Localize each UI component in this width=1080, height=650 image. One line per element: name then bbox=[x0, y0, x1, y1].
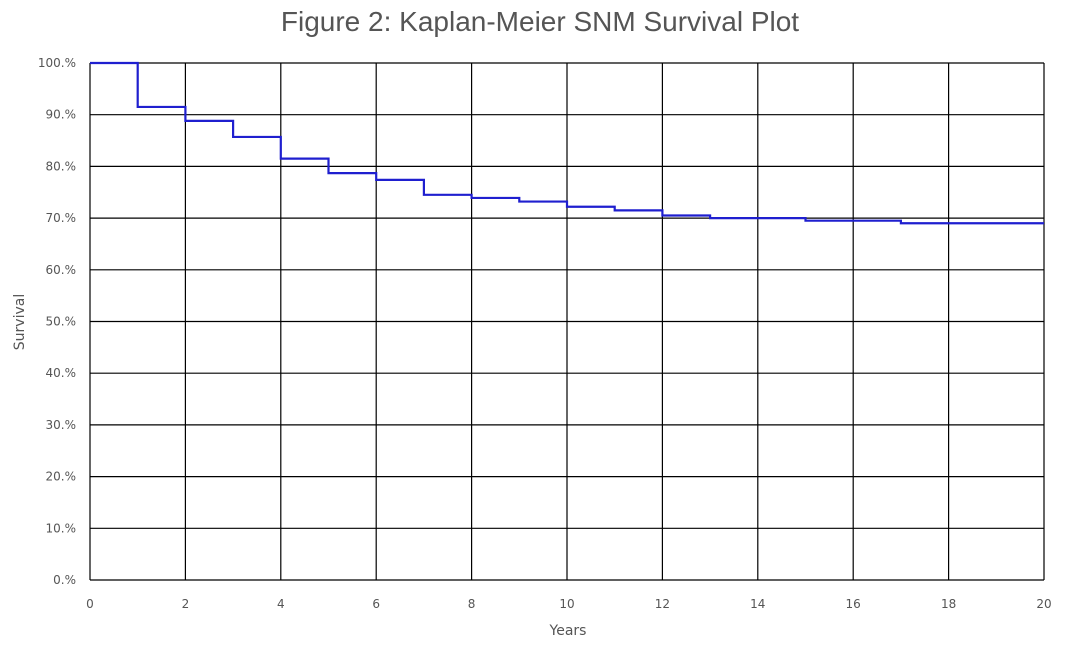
y-tick-label: 60.% bbox=[46, 263, 77, 277]
y-tick-label: 10.% bbox=[46, 521, 77, 535]
x-tick-labels: 0 2 4 6 8 10 12 14 16 18 20 bbox=[86, 597, 1051, 611]
x-axis-label: Years bbox=[549, 623, 587, 639]
x-tick-label: 10 bbox=[559, 597, 574, 611]
y-tick-label: 90.% bbox=[46, 108, 77, 122]
y-axis-label: Survival bbox=[12, 294, 28, 350]
y-tick-label: 30.% bbox=[46, 418, 77, 432]
x-tick-label: 12 bbox=[655, 597, 670, 611]
x-tick-label: 4 bbox=[277, 597, 285, 611]
x-tick-label: 8 bbox=[468, 597, 476, 611]
y-tick-label: 50.% bbox=[46, 315, 77, 329]
y-tick-labels: 0.% 10.% 20.% 30.% 40.% 50.% 60.% 70.% 80.% 90.% 1… bbox=[38, 56, 76, 587]
y-tick-label: 40.% bbox=[46, 366, 77, 380]
x-tick-label: 14 bbox=[750, 597, 765, 611]
x-tick-label: 0 bbox=[86, 597, 94, 611]
x-tick-label: 2 bbox=[182, 597, 190, 611]
y-tick-label: 0.% bbox=[53, 573, 76, 587]
y-tick-label: 70.% bbox=[46, 211, 77, 225]
grid-lines bbox=[89, 62, 1045, 581]
series-layer bbox=[90, 61, 1044, 225]
y-tick-label: 100.% bbox=[38, 56, 76, 70]
chart-title: Figure 2: Kaplan-Meier SNM Survival Plot bbox=[280, 6, 800, 37]
y-tick-label: 80.% bbox=[46, 159, 77, 173]
y-tick-label: 20.% bbox=[46, 470, 77, 484]
x-tick-label: 20 bbox=[1036, 597, 1051, 611]
x-tick-label: 6 bbox=[372, 597, 380, 611]
x-tick-label: 18 bbox=[941, 597, 956, 611]
survival-step-line bbox=[90, 61, 1044, 225]
x-tick-label: 16 bbox=[846, 597, 861, 611]
